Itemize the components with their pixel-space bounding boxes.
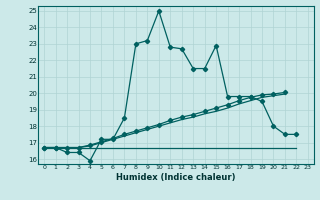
X-axis label: Humidex (Indice chaleur): Humidex (Indice chaleur) <box>116 173 236 182</box>
